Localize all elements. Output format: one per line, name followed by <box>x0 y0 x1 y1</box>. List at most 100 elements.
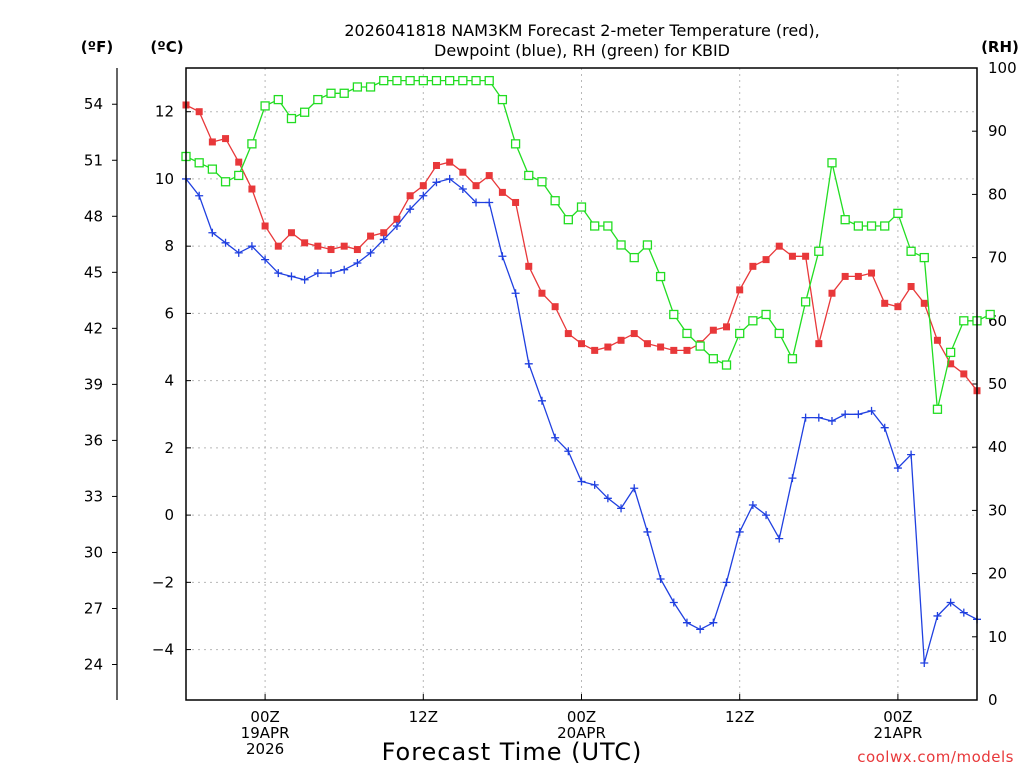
temperature-point <box>538 289 546 297</box>
temperature-point <box>802 252 810 260</box>
rh-point <box>326 88 336 98</box>
temperature-point <box>657 343 665 351</box>
dewpoint-point <box>788 474 797 483</box>
rh-point <box>247 139 257 149</box>
rh-point <box>458 75 468 86</box>
rh-point <box>260 101 270 111</box>
temperature-point <box>459 168 467 176</box>
temperature-point <box>485 172 493 180</box>
dewpoint-point <box>959 608 968 617</box>
rh-point <box>932 404 943 414</box>
rh-point <box>682 328 692 339</box>
x-tick-label: 20APR <box>557 724 606 742</box>
dewpoint-point <box>261 255 270 264</box>
x-tick-label: 12Z <box>409 708 438 726</box>
rh-point <box>550 196 560 206</box>
dewpoint-point <box>551 433 560 442</box>
temperature-point <box>419 182 427 190</box>
rh-point <box>616 240 626 250</box>
rh-point <box>761 309 771 320</box>
dewpoint-point <box>603 494 612 503</box>
dewpoint-point <box>577 477 586 486</box>
dewpoint-point <box>379 235 388 244</box>
rh-point <box>445 75 455 86</box>
rh-point <box>207 164 218 174</box>
rh-tick-label: 10 <box>988 628 1007 646</box>
dewpoint-point <box>392 222 401 230</box>
dewpoint-point <box>814 413 823 422</box>
temperature-point <box>670 346 678 354</box>
rh-point <box>576 202 587 212</box>
dewpoint-point <box>748 501 757 510</box>
rh-point <box>537 177 547 187</box>
fahrenheit-tick-label: 33 <box>84 487 103 505</box>
dewpoint-point <box>537 396 546 405</box>
dewpoint-point <box>274 269 283 278</box>
temperature-point <box>208 138 216 146</box>
rh-point <box>945 347 956 358</box>
temperature-point <box>222 135 230 143</box>
rh-point <box>853 221 863 231</box>
temperature-point <box>762 256 770 264</box>
dewpoint-point <box>775 534 784 543</box>
rh-tick-label: 100 <box>988 59 1017 77</box>
celsius-tick-label: 12 <box>155 103 174 121</box>
dewpoint-point <box>366 248 375 257</box>
dewpoint-point <box>735 527 744 536</box>
dewpoint-point <box>907 450 916 459</box>
x-tick-label: 19APR <box>241 724 290 742</box>
temperature-point <box>933 336 941 344</box>
temperature-point <box>393 215 401 223</box>
temperature-point <box>525 262 533 270</box>
rh-point <box>299 107 310 117</box>
rh-point <box>642 240 653 250</box>
dewpoint-point <box>617 504 626 513</box>
fahrenheit-tick-label: 48 <box>84 207 103 225</box>
rh-point <box>669 309 679 320</box>
temperature-point <box>960 370 968 378</box>
rh-point <box>866 221 877 231</box>
rh-point <box>431 75 442 86</box>
rh-point <box>273 94 283 105</box>
dewpoint-point <box>432 178 441 187</box>
temperature-point <box>683 346 691 354</box>
rh-point <box>497 94 508 105</box>
celsius-tick-label: 4 <box>164 372 174 390</box>
rh-point <box>524 170 534 181</box>
temperature-point <box>327 246 335 254</box>
x-tick-label: 2026 <box>246 740 284 758</box>
temperature-point <box>868 269 876 277</box>
dewpoint-point <box>498 252 507 261</box>
temperature-point <box>380 229 388 237</box>
fahrenheit-tick-label: 39 <box>84 375 103 393</box>
rh-point <box>352 82 363 92</box>
x-tick-label: 00Z <box>883 708 912 726</box>
dewpoint-point <box>893 464 902 473</box>
fahrenheit-tick-label: 42 <box>84 319 103 337</box>
dewpoint-point <box>300 275 309 284</box>
rh-point <box>774 328 784 339</box>
celsius-tick-label: −4 <box>152 641 174 659</box>
dewpoint-point <box>472 198 481 207</box>
temperature-point <box>564 330 572 338</box>
temperature-point <box>815 340 823 348</box>
rh-unit-label: (RH) <box>981 38 1019 56</box>
dewpoint-point <box>313 269 322 278</box>
tick-labels: 121086420−2−4545148454239363330272410090… <box>84 59 1017 758</box>
fahrenheit-tick-label: 54 <box>84 95 103 113</box>
rh-point <box>194 158 204 168</box>
rh-point <box>906 246 916 256</box>
temperature-point <box>920 299 928 307</box>
temperature-point <box>854 272 862 280</box>
temperature-point <box>591 346 599 354</box>
temperature-point <box>512 198 520 206</box>
rh-point <box>629 252 639 263</box>
gridlines <box>186 68 977 700</box>
temperature-point <box>630 330 638 338</box>
temperature-point <box>604 343 612 351</box>
temperature-point <box>261 222 269 230</box>
rh-point <box>379 75 389 86</box>
dewpoint-point <box>854 410 863 419</box>
dewpoint-point <box>841 410 850 419</box>
rh-point <box>919 252 929 263</box>
